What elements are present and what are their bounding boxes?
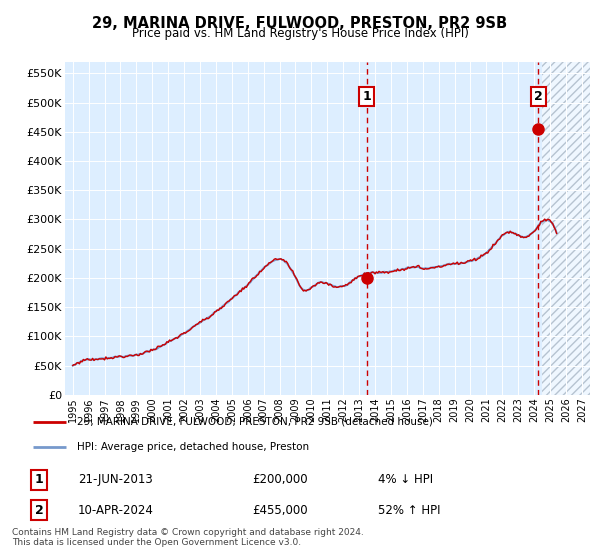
Text: 29, MARINA DRIVE, FULWOOD, PRESTON, PR2 9SB: 29, MARINA DRIVE, FULWOOD, PRESTON, PR2 … <box>92 16 508 31</box>
Text: 29, MARINA DRIVE, FULWOOD, PRESTON, PR2 9SB (detached house): 29, MARINA DRIVE, FULWOOD, PRESTON, PR2 … <box>77 417 433 427</box>
Text: Price paid vs. HM Land Registry's House Price Index (HPI): Price paid vs. HM Land Registry's House … <box>131 27 469 40</box>
Text: 2: 2 <box>35 503 43 517</box>
Text: 1: 1 <box>362 90 371 103</box>
Text: 10-APR-2024: 10-APR-2024 <box>78 503 154 517</box>
Text: 2: 2 <box>534 90 543 103</box>
Text: 52% ↑ HPI: 52% ↑ HPI <box>378 503 440 517</box>
Text: HPI: Average price, detached house, Preston: HPI: Average price, detached house, Pres… <box>77 442 310 452</box>
Text: 21-JUN-2013: 21-JUN-2013 <box>78 473 153 487</box>
Bar <box>542 62 590 395</box>
Text: 1: 1 <box>35 473 43 487</box>
Text: £200,000: £200,000 <box>252 473 308 487</box>
Text: Contains HM Land Registry data © Crown copyright and database right 2024.
This d: Contains HM Land Registry data © Crown c… <box>12 528 364 548</box>
Text: £455,000: £455,000 <box>252 503 308 517</box>
Text: 4% ↓ HPI: 4% ↓ HPI <box>378 473 433 487</box>
